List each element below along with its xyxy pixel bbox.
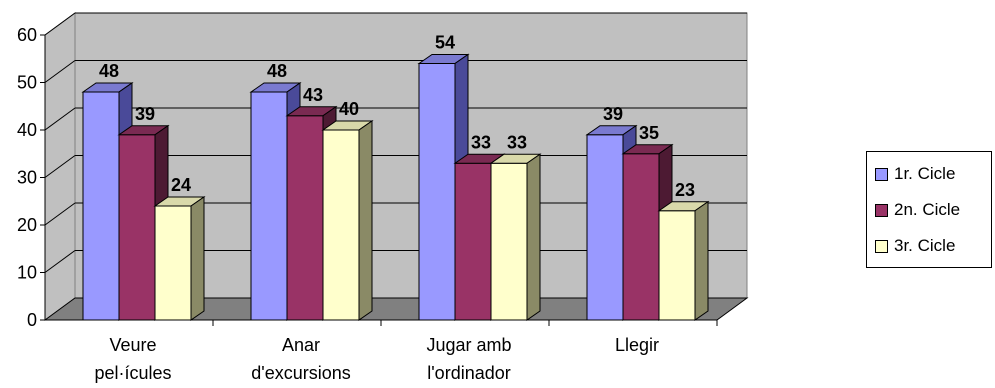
bar xyxy=(82,91,120,321)
bar xyxy=(118,134,156,321)
data-label: 43 xyxy=(303,85,323,105)
category-label: Veure xyxy=(109,335,156,355)
bar-side xyxy=(526,153,541,321)
legend: 1r. Cicle 2n. Cicle 3r. Cicle xyxy=(866,151,992,268)
bar-side xyxy=(694,200,709,321)
bar xyxy=(286,115,324,321)
data-label: 35 xyxy=(639,123,659,143)
gridline-side xyxy=(44,250,76,273)
bar xyxy=(250,91,288,321)
legend-label: 3r. Cicle xyxy=(894,236,956,255)
data-label: 39 xyxy=(135,104,155,124)
bar xyxy=(622,153,660,321)
legend-swatch xyxy=(875,167,888,181)
gridline-side xyxy=(44,155,76,178)
bar xyxy=(658,210,696,321)
category-label: Llegir xyxy=(615,335,659,355)
data-label: 40 xyxy=(339,99,359,119)
y-tick-label: 40 xyxy=(17,120,37,140)
category-label: Jugar amb xyxy=(426,335,511,355)
legend-swatch xyxy=(875,203,888,217)
gridline-side xyxy=(44,60,76,83)
gridline-side xyxy=(44,107,76,131)
bar xyxy=(586,134,624,321)
data-label: 24 xyxy=(171,175,191,195)
bar-side xyxy=(190,196,205,321)
bar xyxy=(418,63,456,321)
data-label: 48 xyxy=(99,61,119,81)
category-label: d'excursions xyxy=(251,363,350,383)
legend-item: 3r. Cicle xyxy=(875,235,955,257)
y-tick-label: 60 xyxy=(17,25,37,45)
legend-item: 1r. Cicle xyxy=(875,163,955,185)
y-tick-label: 50 xyxy=(17,73,37,93)
data-label: 33 xyxy=(507,132,527,152)
legend-item: 2n. Cicle xyxy=(875,199,960,221)
category-label: Anar xyxy=(282,335,320,355)
data-label: 48 xyxy=(267,61,287,81)
gridline-side xyxy=(44,202,76,226)
y-tick-label: 0 xyxy=(27,310,37,330)
category-label: pel·ícules xyxy=(94,363,171,383)
gridline-side xyxy=(44,12,76,36)
data-label: 39 xyxy=(603,104,623,124)
axes: 0 10 20 30 40 50 60 Veure pel·ícules Anar d'excurs… xyxy=(17,25,718,383)
data-label: 54 xyxy=(435,33,455,53)
data-label: 23 xyxy=(675,180,695,200)
bar-side xyxy=(358,120,373,321)
bar xyxy=(490,162,528,321)
y-tick-label: 30 xyxy=(17,168,37,188)
bar xyxy=(322,129,360,321)
bar xyxy=(154,205,192,321)
y-tick-label: 10 xyxy=(17,263,37,283)
legend-label: 1r. Cicle xyxy=(894,164,956,183)
legend-swatch xyxy=(875,239,888,253)
category-label: l'ordinador xyxy=(427,363,511,383)
y-tick-label: 20 xyxy=(17,215,37,235)
legend-label: 2n. Cicle xyxy=(894,200,961,219)
bar xyxy=(454,162,492,321)
bars xyxy=(81,53,710,321)
data-label: 33 xyxy=(471,132,491,152)
data-labels: 48 39 24 48 43 40 54 33 33 39 35 23 xyxy=(99,33,695,200)
